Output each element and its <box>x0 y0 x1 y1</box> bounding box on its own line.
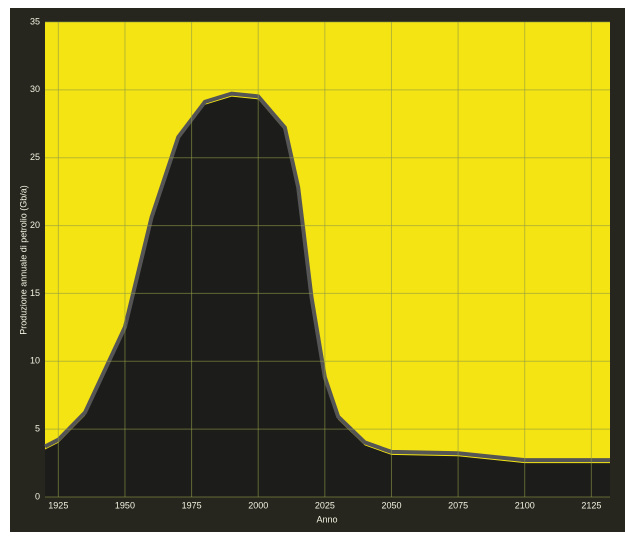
y-tick-label: 20 <box>30 220 40 230</box>
page: {"chart_data": {"type": "area", "x_label… <box>0 0 625 537</box>
x-tick-label: 1975 <box>182 500 202 510</box>
x-tick-label: 1925 <box>48 500 68 510</box>
y-tick-label: 25 <box>30 152 40 162</box>
x-tick-label: 2000 <box>248 500 268 510</box>
x-tick-label: 1950 <box>115 500 135 510</box>
y-tick-label: 15 <box>30 288 40 298</box>
y-axis-label: Produzione annuale di petrolio (Gb/a) <box>18 185 28 335</box>
chart: Anno Produzione annuale di petrolio (Gb/… <box>0 0 625 537</box>
x-axis-label: Anno <box>316 514 337 524</box>
y-tick-label: 35 <box>30 16 40 26</box>
x-tick-label: 2100 <box>515 500 535 510</box>
y-tick-label: 0 <box>35 491 40 501</box>
y-tick-label: 5 <box>35 424 40 434</box>
x-tick-label: 2050 <box>381 500 401 510</box>
x-tick-label: 2025 <box>315 500 335 510</box>
x-tick-label: 2125 <box>581 500 601 510</box>
y-tick-label: 30 <box>30 84 40 94</box>
x-tick-label: 2075 <box>448 500 468 510</box>
y-tick-label: 10 <box>30 356 40 366</box>
